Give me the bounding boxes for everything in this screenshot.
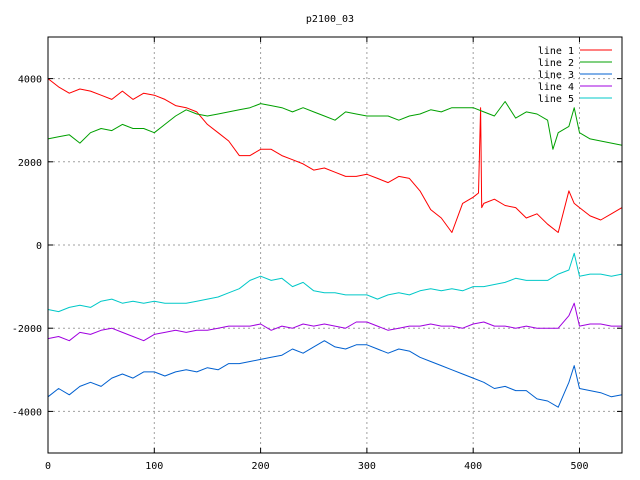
y-axis: -4000 -2000 0 2000 4000 — [12, 75, 622, 418]
series-line-1 — [47, 78, 623, 233]
x-tick-label: 100 — [145, 461, 163, 472]
series-line-4 — [47, 302, 622, 342]
series-line-5 — [47, 252, 623, 313]
x-tick-label: 200 — [252, 461, 270, 472]
x-axis: 0 100 200 300 400 500 — [45, 37, 589, 472]
series-layer — [47, 78, 623, 408]
y-tick-label: 2000 — [18, 158, 42, 169]
x-tick-label: 400 — [464, 461, 482, 472]
legend-label: line 3 — [538, 70, 574, 81]
legend-label: line 4 — [538, 82, 574, 93]
legend-label: line 1 — [538, 46, 574, 57]
y-tick-label: -2000 — [12, 324, 42, 335]
legend-label: line 2 — [538, 58, 574, 69]
y-tick-label: 4000 — [18, 75, 42, 86]
x-tick-label: 300 — [358, 461, 376, 472]
x-tick-label: 500 — [570, 461, 588, 472]
y-tick-label: 0 — [36, 241, 42, 252]
grid-lines — [48, 37, 622, 453]
y-tick-label: -4000 — [12, 407, 42, 418]
series-line-2 — [47, 101, 623, 150]
series-line-3 — [47, 340, 623, 408]
x-tick-label: 0 — [45, 461, 51, 472]
legend-label: line 5 — [538, 94, 574, 105]
chart-title: p2100_03 — [306, 14, 354, 25]
